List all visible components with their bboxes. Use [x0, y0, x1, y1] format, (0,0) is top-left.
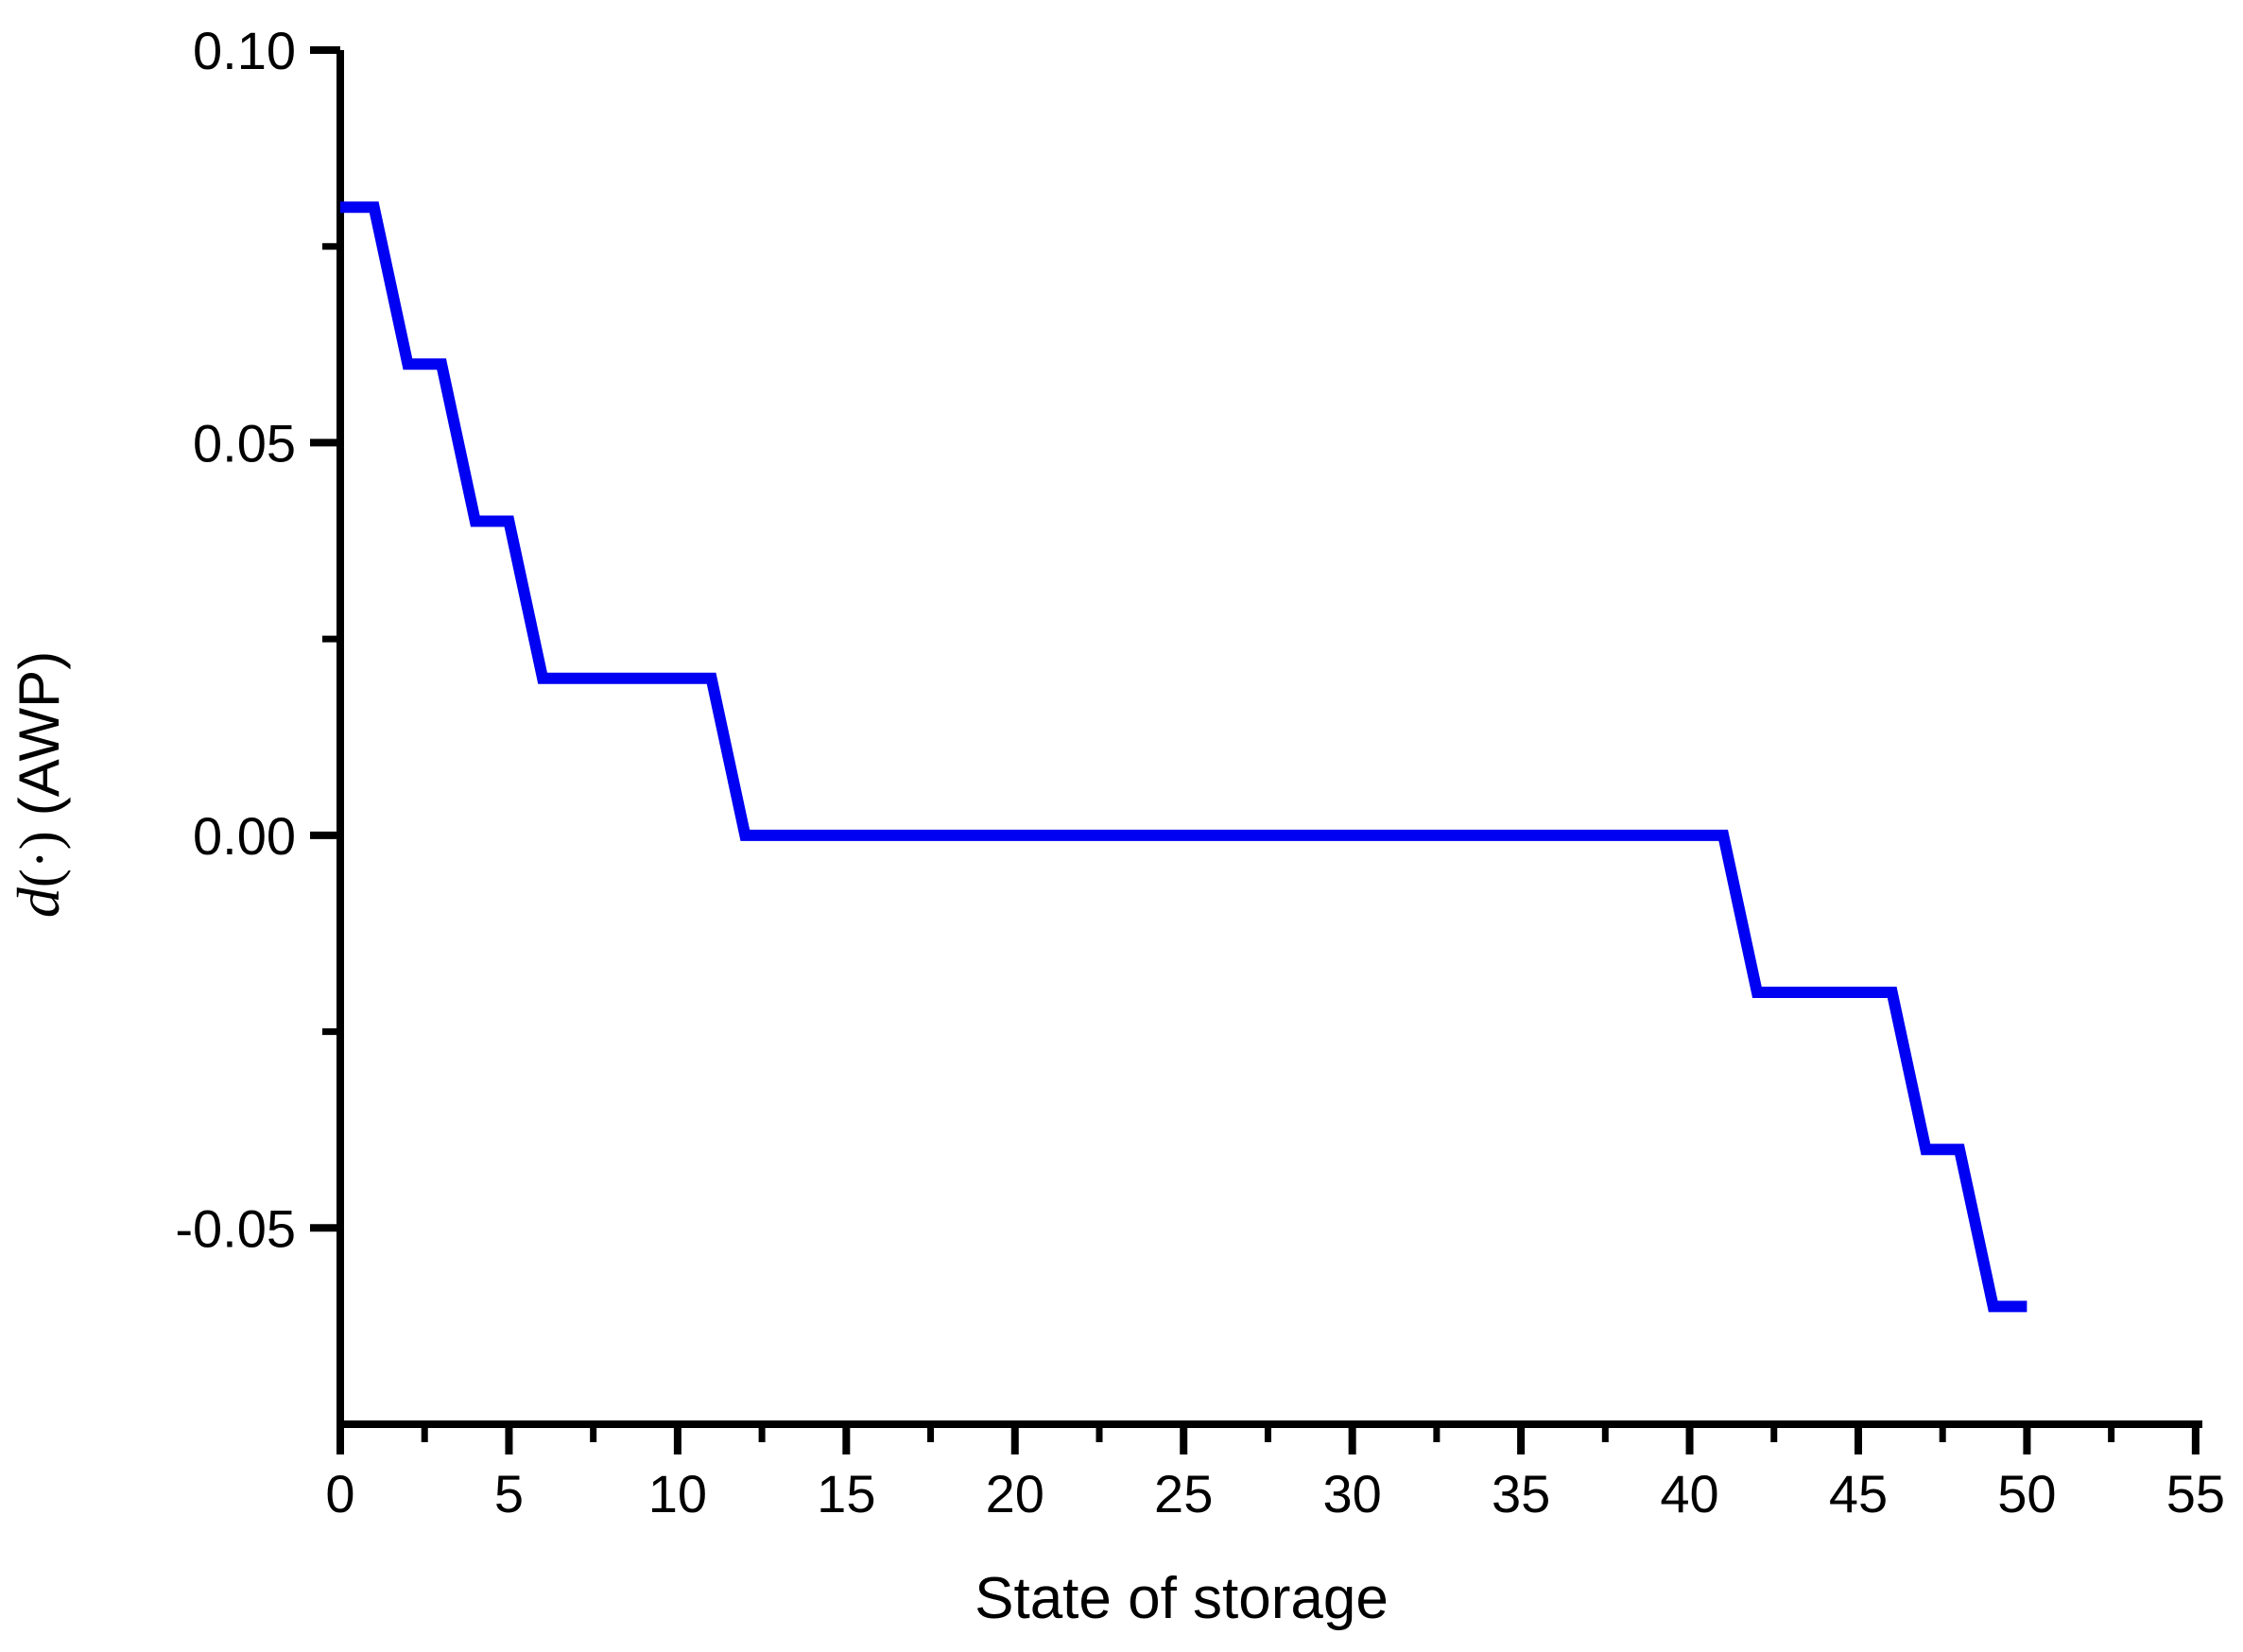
- x-tick-label: 55: [2166, 1464, 2225, 1523]
- x-tick-label: 50: [1997, 1464, 2056, 1523]
- y-tick-label: 0.00: [193, 806, 296, 866]
- y-tick-labels: 0.10 0.05 0.00 -0.05: [175, 21, 296, 1258]
- data-series-line: [340, 201, 2027, 1313]
- x-tick-label: 15: [817, 1464, 875, 1523]
- axis-lines: [336, 50, 2202, 1428]
- x-tick-label: 10: [648, 1464, 707, 1523]
- x-axis-label: State of storage: [975, 1566, 1389, 1631]
- axes: [336, 50, 2202, 1428]
- y-tick-label: -0.05: [175, 1198, 296, 1258]
- x-tick-label: 35: [1492, 1464, 1550, 1523]
- x-tick-label: 5: [494, 1464, 524, 1523]
- y-axis-label-args: (·): [9, 831, 71, 887]
- y-axis-label-unit: (AWP): [8, 651, 71, 816]
- x-tick-labels: 0 5 10 15 20 25 30 35 40 45 50 55: [325, 1464, 2225, 1523]
- x-tick-label: 0: [325, 1464, 354, 1523]
- x-tick-label: 25: [1154, 1464, 1213, 1523]
- x-axis-ticks: [336, 1424, 2200, 1454]
- x-tick-label: 40: [1660, 1464, 1718, 1523]
- y-tick-label: 0.10: [193, 21, 296, 80]
- y-axis-label-d: d: [5, 886, 72, 918]
- x-tick-label: 20: [986, 1464, 1044, 1523]
- y-axis-label: d(·) (AWP): [5, 651, 72, 918]
- y-tick-label: 0.05: [193, 413, 296, 473]
- y-axis-ticks: [310, 46, 340, 1232]
- x-tick-label: 45: [1829, 1464, 1888, 1523]
- x-tick-label: 30: [1323, 1464, 1382, 1523]
